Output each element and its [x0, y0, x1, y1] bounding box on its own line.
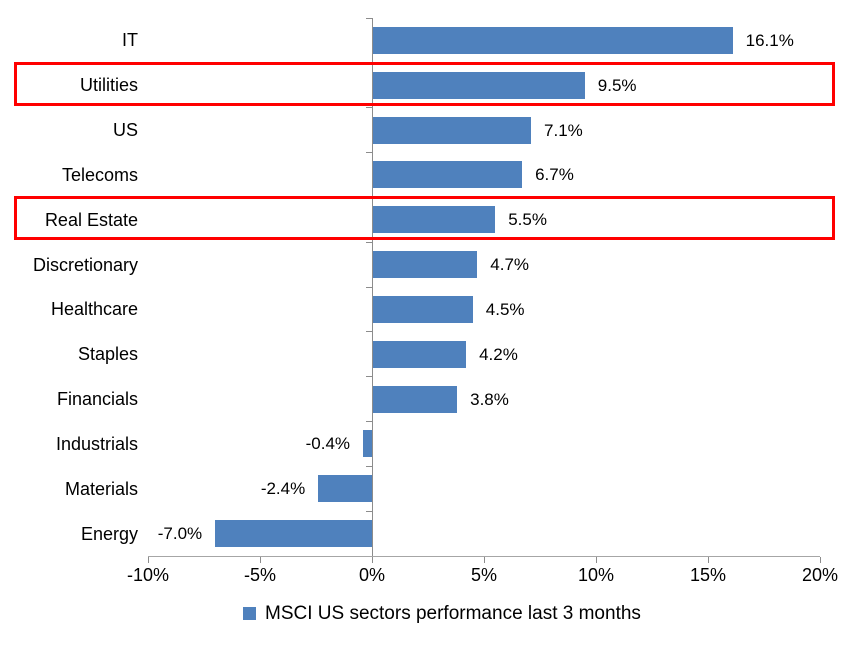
bar-materials [318, 475, 372, 503]
bar-telecoms [372, 161, 523, 189]
bar-real-estate [372, 206, 496, 234]
category-tick [366, 331, 372, 333]
highlight-box-real-estate [14, 196, 835, 241]
value-label-healthcare: 4.5% [485, 299, 525, 319]
value-label-staples: 4.2% [479, 344, 518, 364]
category-label-industrials: Industrials [55, 433, 138, 454]
value-axis-tick [259, 557, 261, 563]
category-label-materials: Materials [64, 478, 138, 499]
value-axis-tick-label-4: 10% [577, 565, 615, 585]
value-axis-tick [819, 557, 821, 563]
category-tick [366, 152, 372, 153]
category-axis-line [371, 18, 373, 556]
category-tick [366, 465, 372, 467]
category-label-utilities: Utilities [79, 75, 138, 96]
category-tick [366, 510, 372, 512]
legend-label: MSCI US sectors performance last 3 month… [265, 603, 641, 624]
category-tick [366, 241, 372, 243]
value-label-us: 7.1% [544, 120, 583, 140]
category-label-discretionary: Discretionary [32, 254, 138, 275]
category-label-real-estate: Real Estate [44, 209, 138, 230]
value-label-it: 16.1% [745, 30, 794, 50]
value-axis-tick-label-3: 5% [470, 565, 497, 585]
value-label-materials: -2.4% [260, 479, 306, 499]
value-axis-tick [371, 557, 373, 563]
value-axis-tick [707, 557, 709, 563]
category-tick [366, 376, 372, 378]
category-label-it: IT [122, 30, 138, 51]
bar-discretionary [372, 251, 478, 279]
bar-staples [372, 340, 467, 368]
bar-healthcare [372, 295, 473, 323]
category-label-energy: Energy [80, 523, 138, 544]
highlight-box-utilities [14, 61, 835, 106]
category-label-financials: Financials [56, 389, 138, 410]
bar-it [372, 26, 733, 54]
category-label-healthcare: Healthcare [50, 299, 138, 320]
value-axis-tick [595, 557, 597, 563]
bar-energy [215, 520, 372, 548]
value-label-telecoms: 6.7% [535, 165, 574, 185]
bar-industrials [363, 430, 372, 458]
category-tick [366, 17, 372, 19]
legend: MSCI US sectors performance last 3 month… [243, 604, 641, 623]
value-axis-tick-label-0: -10% [126, 565, 170, 585]
value-axis-tick-label-2: 0% [358, 565, 385, 585]
value-axis-tick [483, 557, 485, 563]
category-label-telecoms: Telecoms [61, 164, 138, 185]
bar-us [372, 116, 532, 144]
category-label-us: US [112, 120, 138, 141]
value-axis-line [148, 556, 820, 557]
category-tick [366, 286, 372, 288]
value-label-energy: -7.0% [157, 524, 203, 544]
value-label-real-estate: 5.5% [508, 210, 547, 230]
value-label-industrials: -0.4% [305, 434, 351, 454]
value-label-discretionary: 4.7% [490, 255, 530, 275]
value-axis-tick-label-1: -5% [243, 565, 276, 585]
value-axis-tick-label-5: 15% [689, 565, 727, 585]
bar-utilities [372, 71, 585, 99]
bar-financials [372, 385, 458, 413]
value-label-utilities: 9.5% [597, 75, 637, 95]
value-axis-tick [147, 557, 149, 563]
category-tick [366, 107, 372, 109]
legend-swatch-icon [243, 607, 256, 620]
value-label-financials: 3.8% [470, 389, 509, 409]
value-axis-tick-label-6: 20% [801, 565, 839, 585]
category-label-staples: Staples [77, 344, 138, 365]
category-tick [366, 421, 372, 422]
